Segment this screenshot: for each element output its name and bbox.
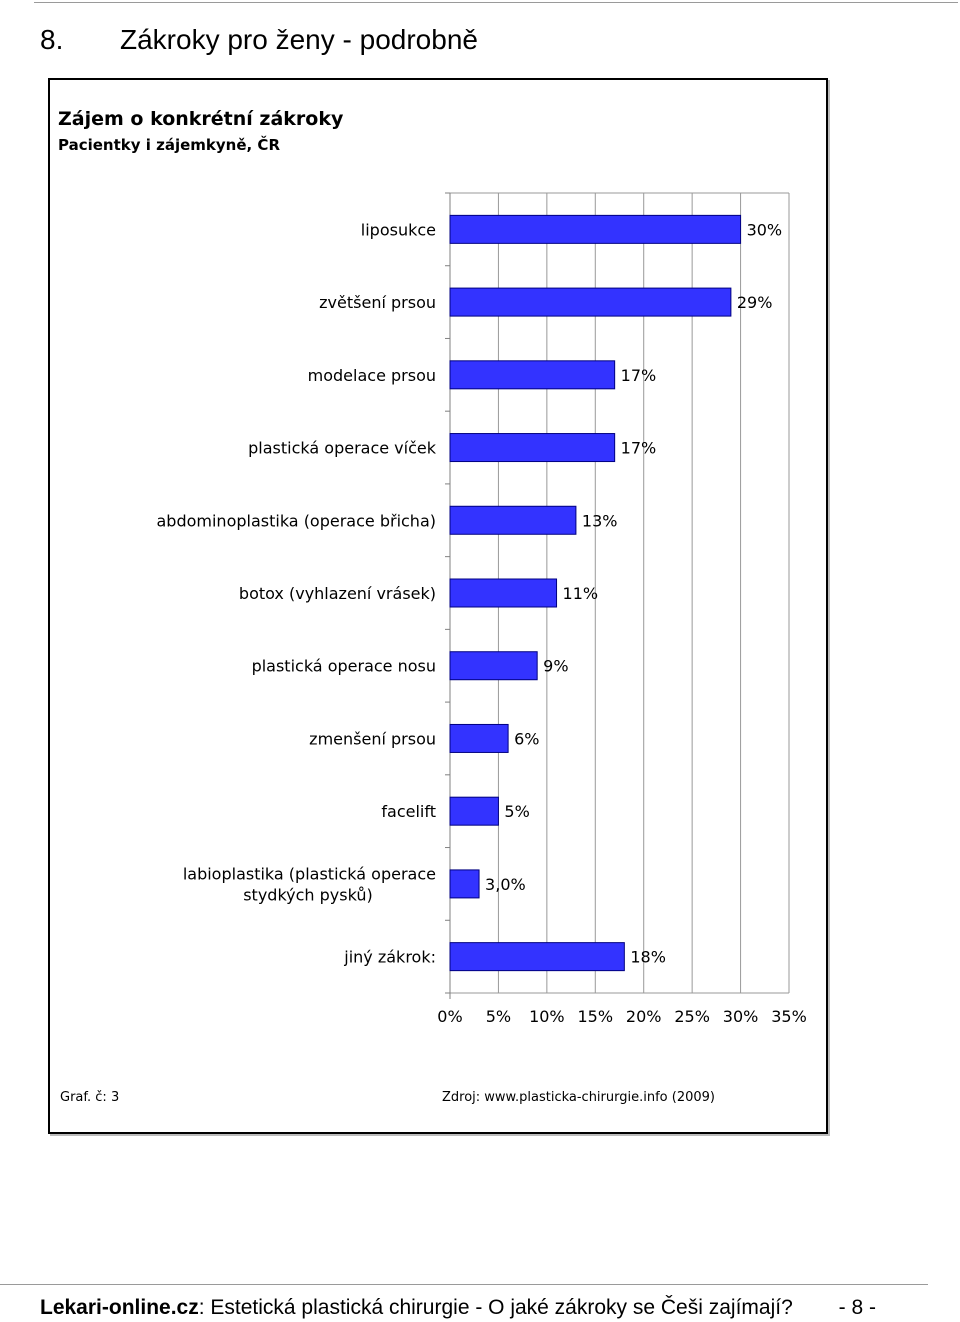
x-tick-label: 5% xyxy=(486,1007,511,1026)
footer: Lekari-online.cz: Estetická plastická ch… xyxy=(40,1296,876,1320)
x-tick-label: 10% xyxy=(529,1007,565,1026)
chart-title: Zájem o konkrétní zákroky xyxy=(58,108,344,130)
data-label: 9% xyxy=(543,657,568,676)
category-label: jiný zákrok: xyxy=(343,948,436,967)
bar xyxy=(449,578,558,608)
chart-frame: Zájem o konkrétní zákroky Pacientky i zá… xyxy=(48,78,828,1134)
category-label: botox (vyhlazení vrásek) xyxy=(239,584,436,603)
bar xyxy=(449,505,577,535)
data-label: 30% xyxy=(747,220,783,239)
data-label: 3,0% xyxy=(485,875,526,894)
page-number: - 8 - xyxy=(838,1296,876,1319)
graph-number-note: Graf. č: 3 xyxy=(60,1090,120,1105)
x-tick-label: 30% xyxy=(723,1007,759,1026)
bar xyxy=(449,869,480,899)
section-title: Zákroky pro ženy - podrobně xyxy=(120,24,478,55)
source-note: Zdroj: www.plasticka-chirurgie.info (200… xyxy=(442,1090,715,1105)
category-label: plastická operace víček xyxy=(248,439,437,458)
data-label: 11% xyxy=(563,584,599,603)
data-label: 13% xyxy=(582,511,618,530)
data-label: 6% xyxy=(514,729,539,748)
x-tick-label: 25% xyxy=(674,1007,710,1026)
x-tick-label: 15% xyxy=(578,1007,614,1026)
category-label: facelift xyxy=(381,802,436,821)
bar xyxy=(449,723,509,753)
bottom-rule xyxy=(0,1284,928,1285)
x-tick-label: 35% xyxy=(771,1007,807,1026)
footer-site: Lekari-online.cz xyxy=(40,1296,199,1319)
category-label: labioplastika (plastická operace stydkých… xyxy=(183,864,436,904)
data-label: 17% xyxy=(621,439,657,458)
bar xyxy=(449,214,742,244)
x-tick-label: 0% xyxy=(437,1007,462,1026)
category-label: zvětšení prsou xyxy=(319,293,436,312)
bar xyxy=(449,433,616,463)
x-tick-label: 20% xyxy=(626,1007,662,1026)
top-rule xyxy=(34,2,958,3)
bar xyxy=(449,796,499,826)
data-label: 29% xyxy=(737,293,773,312)
data-label: 5% xyxy=(504,802,529,821)
category-label: modelace prsou xyxy=(308,366,436,385)
section-number: 8. xyxy=(40,24,64,55)
bar xyxy=(449,360,616,390)
bar xyxy=(449,942,625,972)
category-label: plastická operace nosu xyxy=(252,657,436,676)
bar xyxy=(449,287,732,317)
chart-subtitle: Pacientky i zájemkyně, ČR xyxy=(58,136,280,154)
data-label: 17% xyxy=(621,366,657,385)
bar xyxy=(449,651,538,681)
category-label: liposukce xyxy=(361,220,436,239)
bar-chart: 30% liposukce 29% zvětšení prsou 17% modelace… xyxy=(156,192,807,1026)
category-label: abdominoplastika (operace břicha) xyxy=(156,511,436,530)
footer-text: : Estetická plastická chirurgie - O jaké… xyxy=(198,1296,793,1319)
data-label: 18% xyxy=(630,948,666,967)
category-label: zmenšení prsou xyxy=(309,729,436,748)
section-heading: 8. Zákroky pro ženy - podrobně xyxy=(40,24,478,56)
